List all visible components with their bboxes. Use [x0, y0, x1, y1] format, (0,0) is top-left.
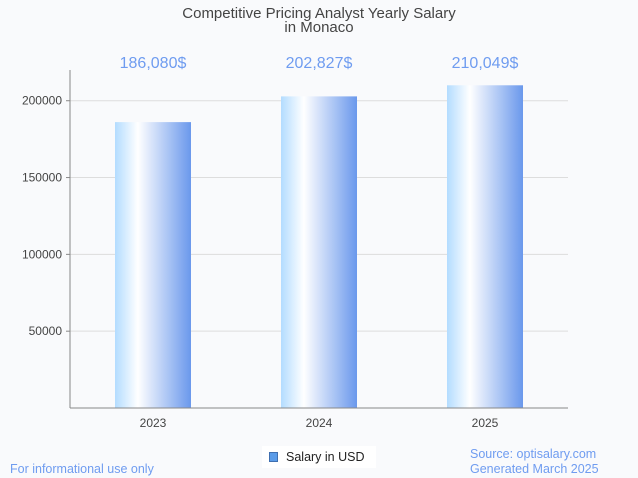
- x-tick-label: 2024: [306, 416, 333, 430]
- y-tick-label: 100000: [22, 247, 62, 261]
- data-label-2023: 186,080$: [120, 55, 187, 72]
- data-label-2025: 210,049$: [452, 55, 519, 72]
- bar-2024[interactable]: [281, 96, 357, 408]
- legend-swatch: [269, 452, 278, 462]
- legend[interactable]: Salary in USD: [262, 446, 376, 468]
- source-text: Source: optisalary.com: [470, 447, 597, 461]
- chart-title-line1: Competitive Pricing Analyst Yearly Salar…: [182, 5, 456, 22]
- x-tick-label: 2023: [140, 416, 167, 430]
- bar-2025[interactable]: [447, 85, 523, 408]
- disclaimer: For informational use only: [10, 462, 154, 476]
- chart-title-line2: in Monaco: [284, 19, 353, 36]
- y-tick-label: 50000: [29, 324, 63, 338]
- x-tick-label: 2025: [472, 416, 499, 430]
- generated-text: Generated March 2025: [470, 462, 599, 476]
- bar-2023[interactable]: [115, 122, 191, 408]
- y-tick-label: 150000: [22, 171, 62, 185]
- y-tick-label: 200000: [22, 94, 62, 108]
- legend-label: Salary in USD: [286, 450, 365, 464]
- data-label-2024: 202,827$: [286, 55, 353, 72]
